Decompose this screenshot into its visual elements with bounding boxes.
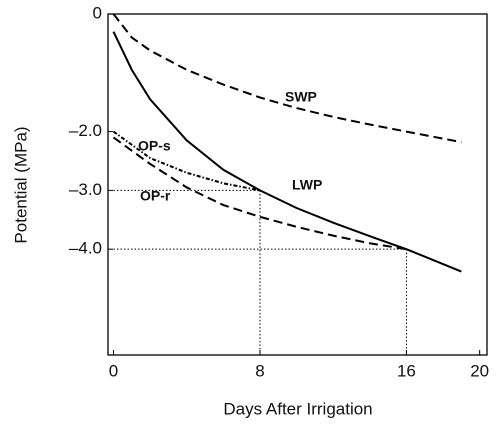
series-line	[112, 136, 407, 251]
x-tick-label: 8	[255, 361, 264, 380]
x-tick-label: 0	[109, 361, 118, 380]
series-label: LWP	[292, 177, 322, 193]
x-axis-label: Days After Irrigation	[223, 399, 372, 418]
x-tick-label: 16	[397, 361, 416, 380]
series-label: OP-r	[140, 188, 171, 204]
y-axis-label: Potential (MPa)	[11, 126, 30, 243]
plot-frame	[107, 13, 488, 356]
series-line	[112, 13, 462, 144]
series-label: OP-s	[138, 138, 171, 154]
y-tick-label: 0	[93, 3, 102, 22]
series-line	[112, 31, 462, 273]
series-line	[112, 130, 261, 192]
series-label: SWP	[285, 89, 317, 105]
y-tick-label: –2.0	[69, 121, 102, 140]
y-tick-label: –4.0	[69, 239, 102, 258]
x-tick-label: 20	[470, 361, 489, 380]
y-tick-label: –3.0	[69, 180, 102, 199]
